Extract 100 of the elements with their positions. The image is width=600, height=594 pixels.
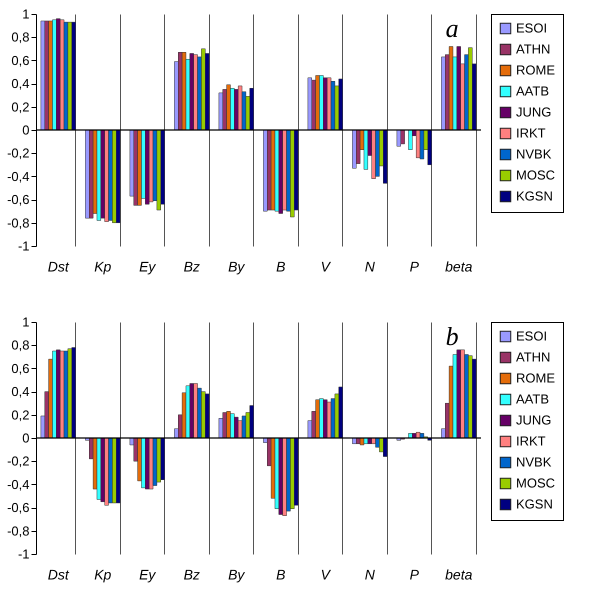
- bar: [178, 52, 182, 130]
- x-tick-label: N: [364, 258, 376, 274]
- bar: [308, 78, 312, 130]
- legend-label: IRKT: [516, 434, 546, 448]
- bar: [456, 46, 461, 130]
- y-tick-label: 1: [22, 314, 30, 330]
- bar: [352, 130, 356, 169]
- bar: [441, 56, 446, 130]
- bar: [134, 130, 138, 206]
- y-tick-label: -0,2: [7, 454, 30, 469]
- bar: [319, 398, 324, 438]
- bar: [52, 20, 57, 130]
- annotation: b: [446, 322, 459, 351]
- x-tick-label: Bz: [184, 258, 200, 274]
- legend-label: IRKT: [516, 126, 546, 140]
- bar: [116, 130, 120, 224]
- bar: [323, 399, 328, 438]
- bar: [201, 48, 206, 130]
- bar: [152, 438, 158, 486]
- x-tick-label: Dst: [48, 566, 70, 582]
- bar: [383, 130, 388, 184]
- bar: [263, 130, 268, 212]
- x-tick-label: By: [228, 566, 246, 582]
- bar: [68, 22, 72, 130]
- bar: [141, 438, 146, 488]
- legend-label: JUNG: [516, 104, 552, 120]
- bar: [319, 75, 324, 130]
- y-tick-label: -1: [18, 546, 30, 562]
- bar: [267, 130, 272, 210]
- bar: [156, 438, 161, 482]
- y-tick-label: 0,2: [11, 407, 30, 422]
- bar: [338, 78, 343, 130]
- bar: [218, 92, 223, 130]
- bar: [338, 386, 343, 438]
- bar: [242, 416, 246, 438]
- bar: [205, 394, 210, 438]
- y-tick-label: 0,4: [11, 384, 30, 400]
- bar: [230, 88, 235, 130]
- bar: [375, 130, 380, 177]
- y-tick-label: 0: [22, 430, 30, 446]
- x-tick-label: By: [228, 258, 246, 274]
- y-tick-label: 0,4: [11, 76, 30, 92]
- bar: [396, 130, 401, 146]
- bar: [190, 383, 194, 438]
- bar: [108, 130, 113, 221]
- bar: [400, 130, 405, 144]
- bar: [89, 130, 94, 218]
- x-tick-label: Kp: [94, 566, 112, 582]
- y-tick-label: 0,6: [11, 52, 30, 68]
- bar: [222, 412, 227, 438]
- bar: [234, 416, 238, 438]
- y-tick-label: 0: [22, 122, 30, 138]
- bar: [294, 438, 298, 506]
- y-tick-label: -0,8: [7, 215, 30, 230]
- bar: [290, 438, 294, 510]
- bar: [290, 130, 294, 218]
- legend-label: ROME: [516, 62, 556, 78]
- y-tick-label: 0,8: [11, 30, 30, 45]
- x-tick-label: B: [276, 566, 286, 582]
- bar: [112, 130, 116, 224]
- bar: [323, 78, 328, 130]
- bar: [108, 438, 113, 504]
- bar: [278, 438, 283, 515]
- bar: [186, 386, 190, 438]
- bar: [72, 347, 76, 438]
- bar: [64, 350, 68, 438]
- bar: [160, 438, 165, 480]
- x-tick-label: P: [410, 258, 420, 274]
- bar: [456, 350, 461, 438]
- bar: [116, 438, 120, 504]
- x-tick-label: beta: [445, 566, 473, 582]
- legend-label: JUNG: [516, 412, 552, 428]
- legend-label: MOSC: [516, 168, 555, 182]
- y-tick-label: -0,2: [7, 146, 30, 161]
- x-tick-label: Bz: [184, 566, 200, 582]
- bar: [100, 130, 105, 218]
- y-tick-label: 0,2: [11, 99, 30, 114]
- bar: [420, 130, 424, 160]
- bar: [40, 20, 45, 130]
- x-tick-label: V: [320, 258, 332, 274]
- bar: [100, 438, 105, 502]
- x-tick-label: Dst: [48, 258, 70, 274]
- bar: [44, 20, 49, 130]
- bar: [472, 358, 476, 438]
- y-tick-label: 0,8: [11, 338, 30, 353]
- legend-label: ATHN: [516, 42, 550, 56]
- bar: [56, 18, 60, 130]
- bar: [72, 22, 76, 130]
- bar: [96, 130, 102, 221]
- bar: [64, 22, 68, 130]
- y-tick-label: -0,4: [7, 476, 30, 492]
- bar: [278, 130, 283, 214]
- y-tick-label: -0,6: [7, 500, 30, 516]
- bar: [330, 81, 336, 130]
- legend-label: AATB: [516, 84, 549, 98]
- bar: [96, 438, 102, 500]
- legend-label: KGSN: [516, 496, 553, 512]
- legend-label: MOSC: [516, 476, 555, 490]
- x-tick-label: Ey: [139, 258, 156, 274]
- x-tick-label: B: [276, 258, 286, 274]
